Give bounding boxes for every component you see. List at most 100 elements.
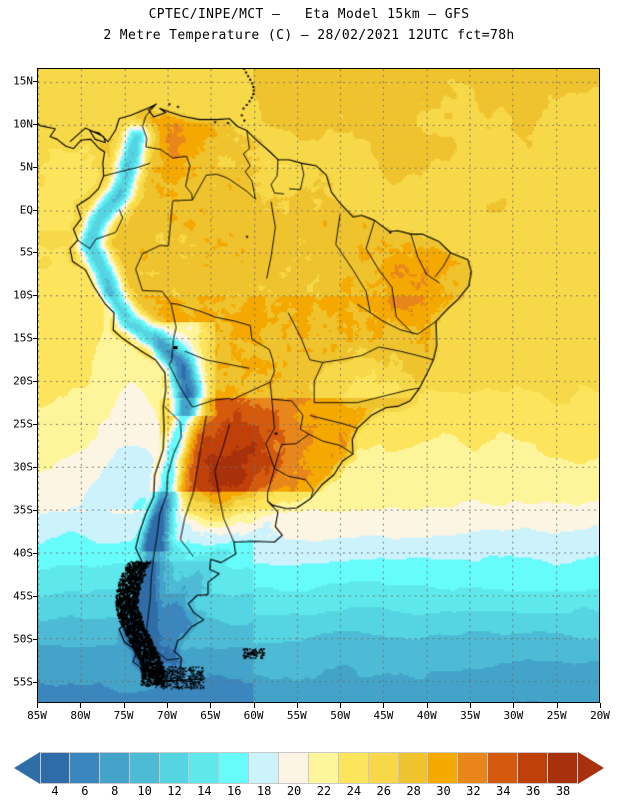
longitude-label: 25W <box>546 709 567 722</box>
colorbar-bin <box>398 752 429 784</box>
latitude-label: EQ <box>19 203 33 217</box>
colorbar-bin <box>488 752 518 784</box>
latitude-tick <box>33 424 38 426</box>
longitude-tick <box>166 703 168 708</box>
latitude-tick <box>33 166 38 168</box>
longitude-label: 40W <box>416 709 437 722</box>
latitude-label: 15S <box>13 331 33 345</box>
latitude-label: 35S <box>13 503 33 517</box>
longitude-tick <box>600 703 601 708</box>
longitude-tick <box>296 703 298 708</box>
longitude-label: 85W <box>27 709 47 722</box>
colorbar-tick-label: 38 <box>555 784 571 798</box>
colorbar-tick-label: 4 <box>51 784 59 798</box>
colorbar-bin <box>40 752 70 784</box>
longitude-tick <box>210 703 212 708</box>
colorbar-bin <box>547 752 578 784</box>
latitude-label: 20S <box>13 374 33 388</box>
latitude-label: 40S <box>13 546 33 560</box>
longitude-tick <box>556 703 558 708</box>
latitude-label: 55S <box>13 675 33 689</box>
latitude-label: 45S <box>13 589 33 603</box>
colorbar-tick-label: 8 <box>111 784 119 798</box>
colorbar-bin <box>159 752 190 784</box>
temperature-heatmap <box>38 69 599 702</box>
latitude-label: 15N <box>13 74 33 88</box>
longitude-axis: 85W 80W 75W 70W 65W 60W 55W 50W 45W 40W 35W 30W 25W 2… <box>27 703 610 727</box>
latitude-label: 5S <box>19 245 33 259</box>
colorbar-tick-label: 6 <box>81 784 89 798</box>
colorbar-tick-label: 12 <box>167 784 182 798</box>
colorbar-bin <box>338 752 369 784</box>
latitude-tick <box>33 381 38 383</box>
colorbar-bin <box>189 752 220 784</box>
longitude-label: 60W <box>243 709 264 722</box>
latitude-label: 25S <box>13 417 33 431</box>
colorbar-tick-label: 14 <box>197 784 212 798</box>
latitude-tick <box>33 209 38 211</box>
longitude-label: 70W <box>156 709 177 722</box>
colorbar-tick-label: 10 <box>137 784 152 798</box>
latitude-label: 30S <box>13 460 33 474</box>
longitude-tick <box>470 703 472 708</box>
longitude-label: 65W <box>200 709 221 722</box>
latitude-tick <box>33 638 38 640</box>
colorbar-bin <box>219 752 250 784</box>
colorbar-over-arrow-icon <box>578 752 604 784</box>
latitude-label: 50S <box>13 632 33 646</box>
longitude-label: 75W <box>113 709 134 722</box>
colorbar-bin <box>458 752 489 784</box>
longitude-tick <box>123 703 125 708</box>
longitude-tick <box>80 703 82 708</box>
colorbar-tick-label: 16 <box>227 784 242 798</box>
colorbar-bin <box>129 752 160 784</box>
colorbar-tick-label: 22 <box>316 784 332 798</box>
map-plot-area[interactable] <box>37 68 600 703</box>
variable-header-line: 2 Metre Temperature (C) — 28/02/2021 12U… <box>103 28 515 43</box>
colorbar-legend: 4 6 8 10 12 14 16 18 20 22 24 26 28 30 32 34 36 38 <box>0 748 618 798</box>
colorbar-tick-label: 34 <box>496 784 511 798</box>
latitude-axis: 15N 10N 5N EQ 5S 10S 15S 20S 25S 30S 35S 40S 45S 50S 5… <box>0 68 38 703</box>
longitude-tick <box>383 703 385 708</box>
colorbar-bins <box>40 752 578 784</box>
colorbar-tick-labels: 4 6 8 10 12 14 16 18 20 22 24 26 28 30 32 34 36 38 <box>0 784 618 800</box>
longitude-label: 35W <box>460 709 480 722</box>
colorbar-bin <box>308 752 339 784</box>
colorbar-tick-label: 28 <box>406 784 421 798</box>
colorbar-tick-label: 32 <box>466 784 481 798</box>
latitude-tick <box>33 595 38 597</box>
colorbar-bin <box>368 752 399 784</box>
model-header-line: CPTEC/INPE/MCT — Eta Model 15km — GFS <box>148 7 470 22</box>
colorbar-tick-label: 24 <box>346 784 362 798</box>
latitude-tick <box>33 252 38 254</box>
latitude-tick <box>33 681 38 683</box>
colorbar-bin <box>249 752 279 784</box>
longitude-label: 20W <box>590 709 610 722</box>
longitude-tick <box>513 703 515 708</box>
latitude-tick <box>33 295 38 297</box>
colorbar-bin <box>279 752 309 784</box>
longitude-label: 45W <box>373 709 394 722</box>
title-block: CPTEC/INPE/MCT — Eta Model 15km — GFS 2 … <box>0 4 618 46</box>
longitude-label: 55W <box>286 709 307 722</box>
colorbar-bin <box>518 752 548 784</box>
latitude-tick <box>33 509 38 511</box>
colorbar-tick-label: 20 <box>286 784 302 798</box>
latitude-tick <box>33 467 38 469</box>
colorbar-bin <box>99 752 130 784</box>
latitude-tick <box>33 123 38 125</box>
longitude-tick <box>253 703 255 708</box>
latitude-label: 10N <box>13 117 33 131</box>
latitude-label: 10S <box>13 288 33 302</box>
latitude-tick <box>33 338 38 340</box>
longitude-tick <box>426 703 428 708</box>
longitude-tick <box>340 703 342 708</box>
colorbar-bin <box>428 752 459 784</box>
latitude-tick <box>33 552 38 554</box>
longitude-tick <box>37 703 38 708</box>
colorbar-under-arrow-icon <box>14 752 40 784</box>
colorbar-tick-label: 18 <box>256 784 272 798</box>
longitude-label: 80W <box>70 709 91 722</box>
latitude-tick <box>33 80 38 82</box>
colorbar-tick-label: 36 <box>525 784 541 798</box>
